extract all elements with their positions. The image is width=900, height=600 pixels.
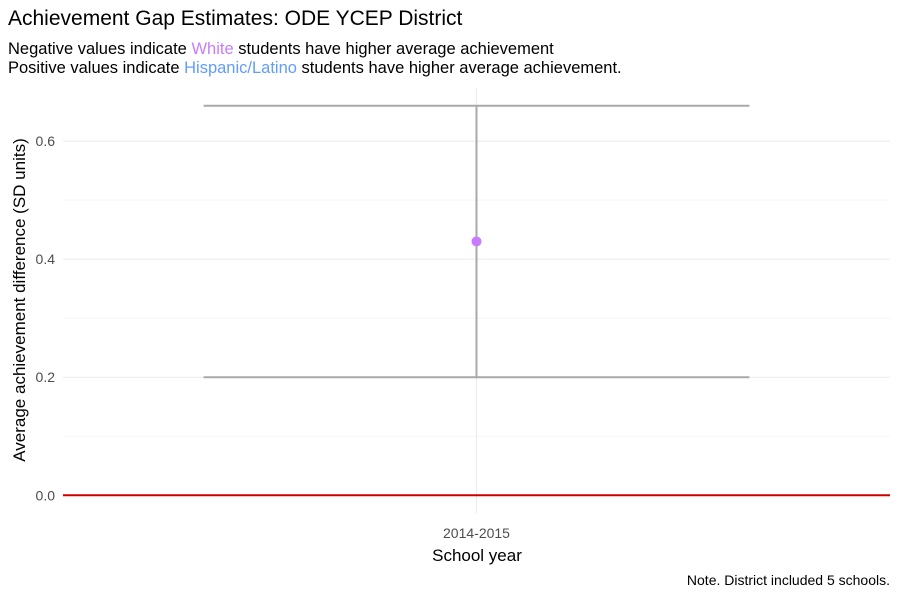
y-tick-label: 0.2 [36, 369, 56, 385]
y-tick-label: 0.0 [36, 487, 56, 503]
y-tick-label: 0.4 [36, 251, 56, 267]
subtitle-line-1-prefix: Negative values indicate [8, 40, 192, 58]
data-points [471, 236, 482, 247]
y-axis-label: Average achievement difference (SD units… [10, 138, 29, 462]
subtitle-line-2-prefix: Positive values indicate [8, 59, 185, 77]
x-tick-label: 2014-2015 [443, 525, 510, 541]
subtitle-line-2-suffix: students have higher average achievement… [296, 59, 622, 77]
y-tick-label: 0.6 [36, 133, 56, 149]
white-group-label: White [191, 40, 234, 58]
hispanic-group-label: Hispanic/Latino [184, 59, 297, 77]
subtitle-line-1-suffix: students have higher average achievement [233, 40, 554, 58]
chart-title: Achievement Gap Estimates: ODE YCEP Dist… [8, 7, 463, 30]
x-tick-labels: 2014-2015 [443, 525, 510, 541]
x-axis-label: School year [432, 546, 522, 565]
chart-caption: Note. District included 5 schools. [686, 572, 890, 588]
subtitle-line-2: Positive values indicate Hispanic/Latino… [8, 59, 622, 78]
y-tick-labels: 0.0 0.2 0.4 0.6 [36, 133, 56, 503]
subtitle-line-1: Negative values indicate White students … [8, 40, 554, 59]
data-point [471, 236, 482, 247]
